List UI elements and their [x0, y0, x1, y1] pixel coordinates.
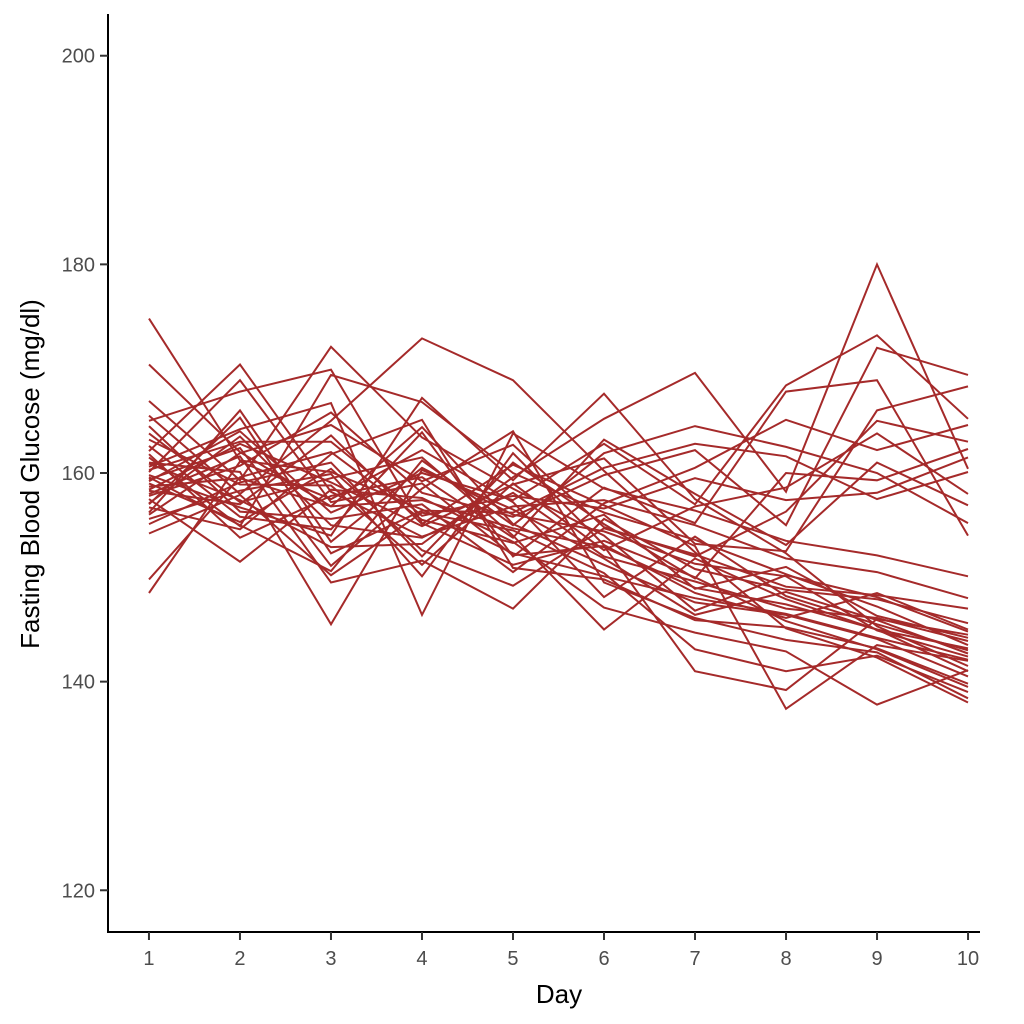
- series-line-13: [148, 429, 969, 700]
- series-line-29: [148, 379, 969, 558]
- series-line-20: [148, 418, 969, 685]
- y-tick-label: 160: [62, 463, 95, 485]
- x-tick-label: 2: [234, 948, 245, 970]
- x-tick-label: 4: [416, 948, 427, 970]
- series-line-36: [148, 419, 969, 558]
- series-line-6: [148, 432, 969, 673]
- series-line-25: [148, 448, 969, 652]
- series-line-26: [148, 261, 969, 549]
- series-line-17: [148, 455, 969, 625]
- x-tick-label: 10: [957, 948, 979, 970]
- series-line-8: [148, 373, 969, 647]
- series-line-24: [148, 451, 969, 639]
- series-line-4: [148, 337, 969, 704]
- series-line-3: [148, 345, 969, 633]
- series-line-31: [148, 418, 969, 574]
- x-tick-label: 7: [689, 948, 700, 970]
- series-line-38: [148, 440, 969, 517]
- y-ticks: 120 140 160 180 200: [62, 46, 108, 902]
- x-tick-label: 1: [143, 948, 154, 970]
- series-line-12: [148, 392, 969, 667]
- x-tick-label: 8: [780, 948, 791, 970]
- series-line-23: [148, 493, 969, 694]
- series-line-22: [148, 451, 969, 631]
- x-axis-title: Day: [536, 979, 582, 1009]
- series-line-18: [148, 488, 969, 706]
- x-tick-label: 3: [325, 948, 336, 970]
- x-ticks: 1 2 3 4 5 6 7 8 9 10: [143, 932, 979, 970]
- series-line-7: [148, 362, 969, 600]
- x-tick-label: 5: [507, 948, 518, 970]
- x-tick-label: 6: [598, 948, 609, 970]
- y-tick-label: 180: [62, 254, 95, 276]
- series-line-30: [148, 385, 969, 553]
- series-line-10: [148, 401, 969, 618]
- y-tick-label: 120: [62, 880, 95, 902]
- x-tick-label: 9: [871, 948, 882, 970]
- y-tick-label: 200: [62, 46, 95, 68]
- y-tick-label: 140: [62, 672, 95, 694]
- y-axis-title: Fasting Blood Glucose (mg/dl): [15, 299, 45, 649]
- series-line-37: [148, 425, 969, 573]
- series-lines: [148, 261, 969, 711]
